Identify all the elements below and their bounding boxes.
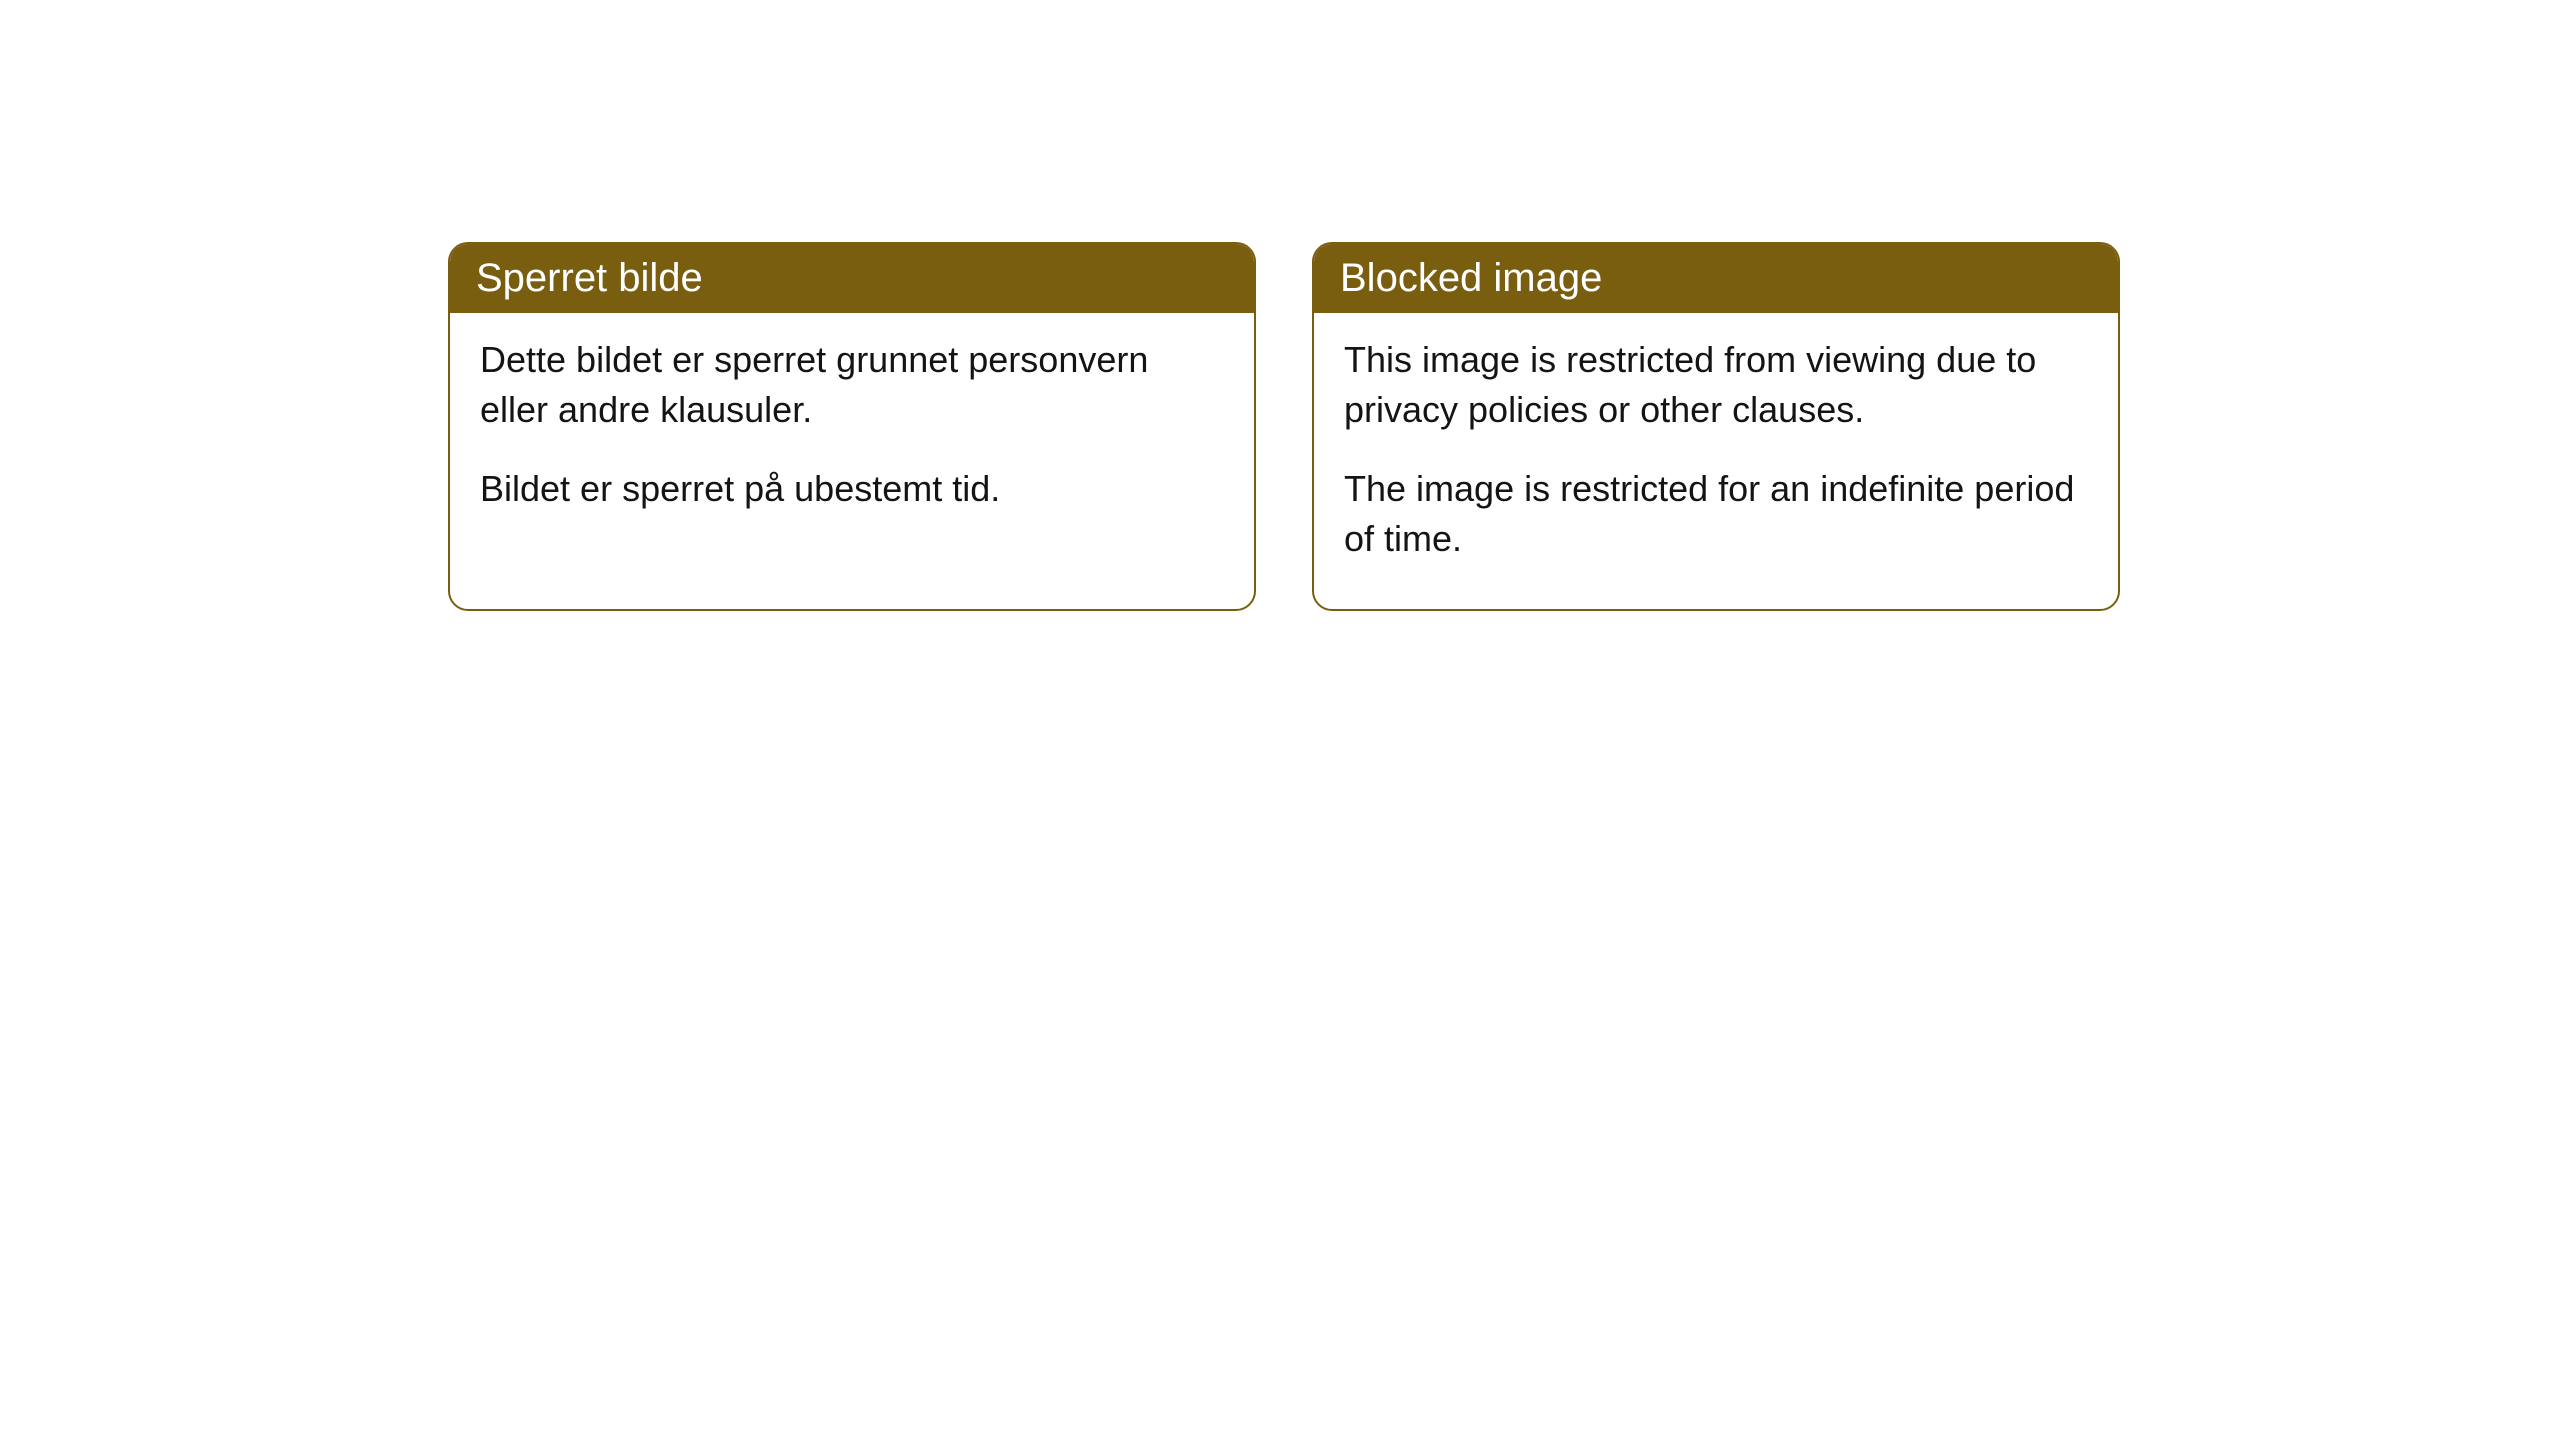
card-body: This image is restricted from viewing du… (1314, 313, 2118, 609)
card-body: Dette bildet er sperret grunnet personve… (450, 313, 1254, 558)
notice-cards-container: Sperret bilde Dette bildet er sperret gr… (448, 242, 2120, 611)
card-paragraph: The image is restricted for an indefinit… (1344, 464, 2088, 565)
card-header: Blocked image (1314, 244, 2118, 313)
card-title: Sperret bilde (476, 256, 703, 300)
notice-card-norwegian: Sperret bilde Dette bildet er sperret gr… (448, 242, 1256, 611)
notice-card-english: Blocked image This image is restricted f… (1312, 242, 2120, 611)
card-paragraph: Bildet er sperret på ubestemt tid. (480, 464, 1224, 514)
card-paragraph: This image is restricted from viewing du… (1344, 335, 2088, 436)
card-paragraph: Dette bildet er sperret grunnet personve… (480, 335, 1224, 436)
card-header: Sperret bilde (450, 244, 1254, 313)
card-title: Blocked image (1340, 256, 1602, 300)
